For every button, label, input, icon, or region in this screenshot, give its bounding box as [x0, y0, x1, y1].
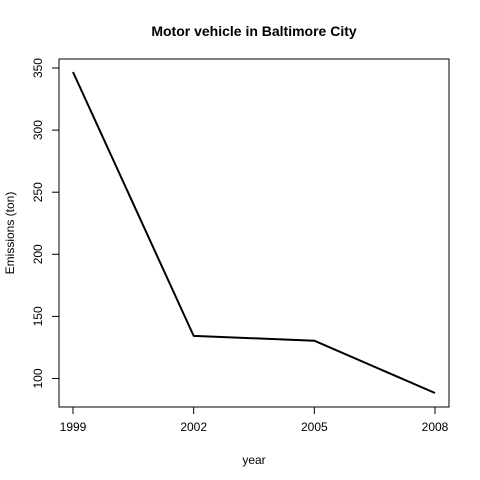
x-tick-label: 1999 — [60, 420, 87, 434]
chart-title: Motor vehicle in Baltimore City — [151, 23, 357, 39]
y-tick-label: 150 — [31, 306, 45, 326]
series-layer — [72, 71, 436, 394]
x-axis-label: year — [242, 453, 265, 467]
y-tick-label: 350 — [31, 58, 45, 78]
series-line — [72, 71, 436, 394]
x-tick-label: 2008 — [422, 420, 449, 434]
x-tick-label: 2005 — [301, 420, 328, 434]
y-tick-label: 200 — [31, 244, 45, 264]
y-tick-label: 250 — [31, 182, 45, 202]
plot-frame — [58, 58, 450, 408]
y-tick-label: 100 — [31, 368, 45, 388]
y-axis: 100 150 200 250 300 350 — [31, 58, 59, 388]
y-tick-label: 300 — [31, 120, 45, 140]
y-axis-label: Emissions (ton) — [3, 192, 17, 275]
x-axis: 1999 2002 2005 2008 — [60, 407, 449, 434]
x-tick-label: 2002 — [180, 420, 207, 434]
